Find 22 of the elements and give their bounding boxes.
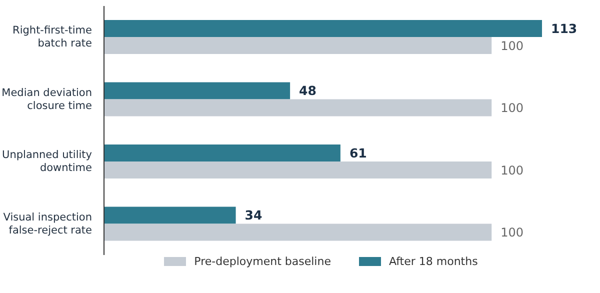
bar [104,99,492,116]
legend-label: Pre-deployment baseline [194,255,331,268]
data-label: 100 [500,226,524,240]
data-label: 34 [244,208,262,223]
y-tick-label: Median deviation closure time [2,86,92,112]
y-tick-label: Right-first-time batch rate [12,24,92,50]
data-label: 100 [500,163,524,178]
data-label: 100 [500,101,524,116]
bar [104,82,290,100]
bar [104,144,340,162]
legend-label: After 18 months [388,255,478,268]
bar [104,37,492,54]
data-label: 100 [500,38,524,53]
data-label: 113 [551,20,578,36]
bar [104,162,492,178]
y-tick-label: Unplanned utility downtime [2,149,92,174]
y-tick-label: Visual inspection false-reject rate [3,211,92,236]
bar [104,206,236,224]
data-label: 61 [349,145,367,160]
bar [104,20,542,37]
data-label: 48 [299,83,316,98]
bar [104,224,492,241]
